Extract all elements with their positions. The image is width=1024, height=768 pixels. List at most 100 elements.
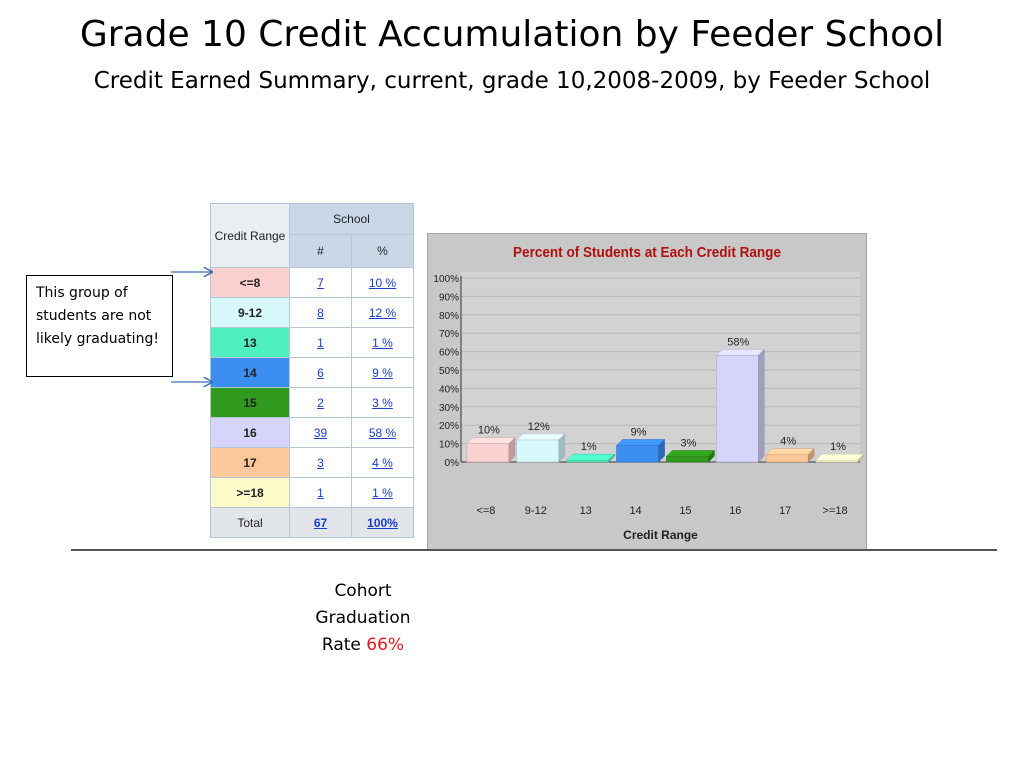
count-link[interactable]: 1 <box>317 335 324 350</box>
bar-side <box>558 433 566 463</box>
x-tick-label: 14 <box>629 505 641 517</box>
percent-cell: 58 % <box>351 417 414 448</box>
x-tick-label: 16 <box>729 505 741 517</box>
percent-link[interactable]: 3 % <box>372 395 393 410</box>
credit-table-container: Credit Range School # % <=8 7 10 % 9-12 8 12 … <box>210 203 414 538</box>
bar-side <box>758 348 765 463</box>
x-tick-label: 9-12 <box>525 505 547 517</box>
count-cell: 6 <box>289 357 352 388</box>
total-count-cell: 67 <box>289 507 352 538</box>
credit-range-header: Credit Range <box>210 203 290 268</box>
bar-side <box>508 436 516 463</box>
percent-link[interactable]: 1 % <box>372 335 393 350</box>
count-cell: 1 <box>289 327 352 358</box>
credit-range-cell: 13 <box>210 327 290 358</box>
graduation-label-line3: Rate <box>321 635 361 655</box>
bar <box>765 454 809 463</box>
table-row: 14 6 9 % <box>210 357 414 388</box>
credit-table: Credit Range School # % <=8 7 10 % 9-12 8 12 … <box>210 203 414 538</box>
total-percent-link[interactable]: 100% <box>367 515 398 530</box>
total-label-cell: Total <box>210 507 290 538</box>
percent-cell: 1 % <box>351 327 414 358</box>
y-tick-label: 100% <box>433 274 459 285</box>
percent-cell: 12 % <box>351 297 414 328</box>
y-tick-label: 20% <box>439 421 459 432</box>
count-link[interactable]: 39 <box>313 425 328 440</box>
graduation-rate-block: Cohort Graduation Rate 66% <box>290 578 436 659</box>
graduation-rate-value: 66% <box>366 635 405 655</box>
bar <box>815 459 859 463</box>
table-row: >=18 1 1 % <box>210 477 414 508</box>
percent-link[interactable]: 9 % <box>372 365 393 380</box>
y-tick-label: 80% <box>439 311 459 322</box>
credit-range-cell: 9-12 <box>210 297 290 328</box>
table-row: <=8 7 10 % <box>210 267 414 298</box>
percent-cell: 9 % <box>351 357 414 388</box>
bar-top <box>765 448 815 455</box>
x-tick-label: 15 <box>679 505 691 517</box>
y-tick-label: 90% <box>439 292 459 303</box>
count-link[interactable]: 6 <box>317 365 324 380</box>
school-header: School <box>289 203 414 235</box>
credit-range-cell: <=8 <box>210 267 290 298</box>
x-tick-label: <=8 <box>476 505 495 517</box>
percent-link[interactable]: 4 % <box>372 455 393 470</box>
graduation-label-line2: Graduation <box>315 608 411 628</box>
x-tick-label: 17 <box>779 505 791 517</box>
count-cell: 2 <box>289 387 352 418</box>
bar-side <box>608 453 615 463</box>
credit-range-cell: 17 <box>210 447 290 478</box>
count-link[interactable]: 1 <box>317 485 324 500</box>
bar-top <box>466 437 516 444</box>
credit-range-cell: >=18 <box>210 477 290 508</box>
bar-top <box>715 349 765 356</box>
count-cell: 7 <box>289 267 352 298</box>
bar-value-label: 10% <box>478 425 500 437</box>
table-row: 16 39 58 % <box>210 417 414 448</box>
bar-value-label: 3% <box>680 437 696 449</box>
divider-line <box>71 549 997 551</box>
table-row: 9-12 8 12 % <box>210 297 414 328</box>
x-axis-title: Credit Range <box>623 528 698 542</box>
chart-title: Percent of Students at Each Credit Range <box>513 244 781 261</box>
chart-panel: Percent of Students at Each Credit Range… <box>427 233 867 550</box>
bar <box>516 439 560 463</box>
percent-link[interactable]: 10 % <box>368 275 397 290</box>
bar <box>716 354 759 463</box>
count-link[interactable]: 3 <box>317 455 324 470</box>
percent-cell: 1 % <box>351 477 414 508</box>
count-cell: 8 <box>289 297 352 328</box>
count-link[interactable]: 2 <box>317 395 324 410</box>
bar <box>616 445 659 463</box>
y-tick-label: 60% <box>439 348 459 359</box>
count-link[interactable]: 7 <box>317 275 324 290</box>
percent-header: % <box>351 234 414 268</box>
y-tick-label: 40% <box>439 384 459 395</box>
count-cell: 1 <box>289 477 352 508</box>
bar-top <box>516 433 566 441</box>
credit-table-body: <=8 7 10 % 9-12 8 12 % 13 1 1 % 14 6 9 % 15 2 3 % 16 39 5… <box>210 267 414 538</box>
percent-link[interactable]: 58 % <box>368 425 397 440</box>
bar-side <box>708 449 715 463</box>
bar-top <box>566 453 616 461</box>
count-cell: 3 <box>289 447 352 478</box>
credit-range-cell: 14 <box>210 357 290 388</box>
plot-area <box>461 272 860 462</box>
bar-top <box>665 450 716 457</box>
percent-link[interactable]: 12 % <box>368 305 397 320</box>
bar-chart: Percent of Students at Each Credit Range… <box>433 244 865 542</box>
y-tick-label: 70% <box>439 329 459 340</box>
bar-value-label: 1% <box>830 441 846 453</box>
y-tick-label: 10% <box>439 440 459 451</box>
percent-cell: 4 % <box>351 447 414 478</box>
total-row: Total 67 100% <box>210 507 414 538</box>
x-tick-label: >=18 <box>823 505 848 517</box>
count-link[interactable]: 8 <box>317 305 324 320</box>
credit-range-cell: 15 <box>210 387 290 418</box>
table-row: 13 1 1 % <box>210 327 414 358</box>
credit-range-cell: 16 <box>210 417 290 448</box>
bar-value-label: 12% <box>528 421 550 433</box>
bar-value-label: 58% <box>727 336 749 348</box>
total-count-link[interactable]: 67 <box>313 515 328 530</box>
percent-link[interactable]: 1 % <box>372 485 393 500</box>
